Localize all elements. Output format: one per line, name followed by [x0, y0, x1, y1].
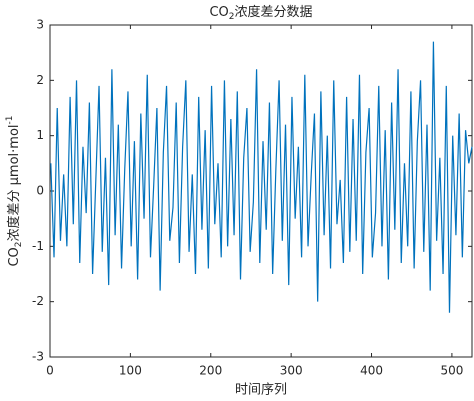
x-tick-label: 500: [440, 364, 463, 378]
ylabel-superscript: -1: [5, 115, 15, 124]
title-part: 浓度差分数据: [235, 4, 313, 20]
ylabel-part: CO: [7, 247, 22, 266]
y-tick-label: 0: [36, 184, 44, 198]
chart-title: CO2浓度差分数据: [209, 4, 312, 22]
x-tick-label: 400: [360, 364, 383, 378]
y-tick-label: 3: [36, 18, 44, 32]
x-tick-label: 300: [280, 364, 303, 378]
y-tick-label: -3: [32, 350, 44, 364]
x-axis-label: 时间序列: [235, 383, 287, 398]
title-subscript: 2: [229, 12, 235, 22]
x-tick-label: 200: [199, 364, 222, 378]
ylabel-part: 浓度差分 μmol·mol: [6, 124, 22, 241]
title-part: CO: [209, 5, 228, 20]
y-tick-label: 2: [36, 73, 44, 87]
data-line: [50, 41, 473, 313]
y-axis-label: CO2浓度差分 μmol·mol-1: [5, 115, 24, 266]
x-tick-label: 0: [46, 364, 54, 378]
x-tick-label: 100: [119, 364, 142, 378]
ylabel-subscript: 2: [14, 241, 24, 247]
y-tick-label: 1: [36, 128, 44, 142]
y-tick-label: -2: [32, 294, 44, 308]
y-tick-label: -1: [32, 239, 44, 253]
